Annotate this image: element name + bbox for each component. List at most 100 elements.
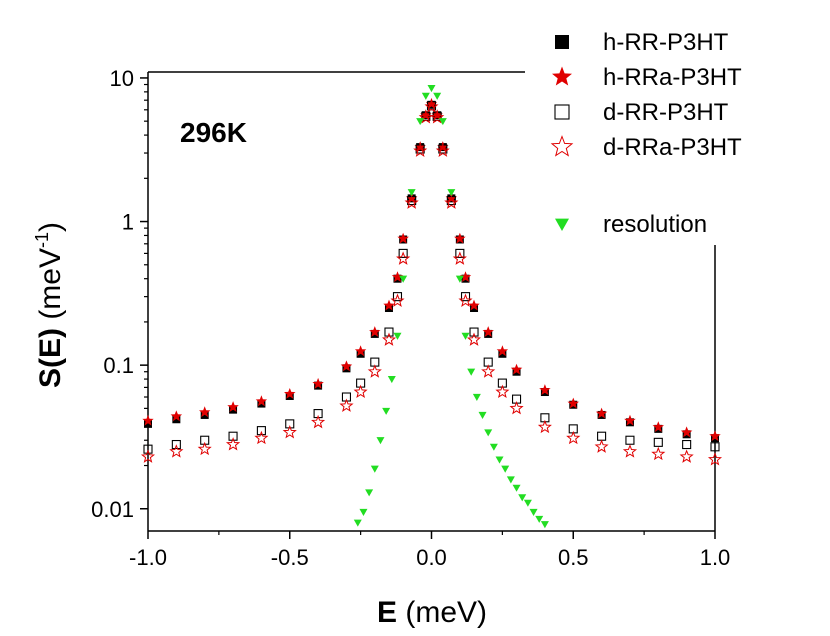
- data-point: [468, 299, 480, 311]
- data-point: [365, 489, 374, 497]
- data-point: [370, 465, 379, 473]
- axis-ticks: -1.0 -0.5 0.0 0.5 1.0 0.01 0.1 1 10: [91, 66, 730, 570]
- y-axis-title-symbol: S(E): [34, 328, 67, 388]
- data-point: [537, 419, 552, 434]
- data-point: [396, 251, 411, 265]
- data-point: [566, 430, 581, 445]
- data-point: [421, 92, 430, 100]
- y-axis-title-close: ): [34, 222, 67, 232]
- data-point: [594, 439, 609, 453]
- y-tick-label: 10: [110, 66, 134, 91]
- data-point: [472, 393, 481, 402]
- data-point: [142, 414, 154, 426]
- data-point: [397, 232, 409, 244]
- series-resolution: [353, 85, 549, 529]
- data-point: [509, 401, 524, 415]
- legend-markers: [550, 35, 574, 231]
- legend-marker-h-RR-P3HT: [555, 35, 569, 49]
- data-point: [140, 449, 156, 463]
- data-point: [225, 437, 241, 451]
- data-point: [312, 377, 324, 389]
- y-tick-label: 1: [122, 210, 134, 235]
- data-point: [340, 360, 353, 372]
- data-point: [172, 415, 181, 424]
- data-point: [709, 430, 721, 442]
- data-point: [652, 421, 664, 432]
- data-point: [427, 85, 436, 93]
- data-point: [510, 363, 523, 375]
- data-point: [625, 435, 635, 445]
- x-tick-label: -0.5: [271, 545, 309, 570]
- data-point: [539, 384, 551, 395]
- data-point: [284, 388, 296, 399]
- data-point: [707, 452, 723, 466]
- data-point: [454, 232, 466, 244]
- data-point: [433, 92, 442, 100]
- data-point: [398, 248, 408, 258]
- data-point: [496, 345, 509, 357]
- data-point: [144, 419, 152, 428]
- data-point: [459, 271, 472, 282]
- data-point: [710, 442, 720, 452]
- x-tick-label: 0.5: [558, 545, 589, 570]
- data-point: [458, 293, 473, 307]
- data-point: [171, 439, 181, 450]
- y-axis-title-unit: (meV: [34, 248, 67, 328]
- data-point: [354, 345, 367, 357]
- data-point: [390, 293, 405, 307]
- data-point: [369, 326, 381, 337]
- data-point: [461, 332, 470, 340]
- data-point: [407, 189, 416, 197]
- legend-label-h-rra: h-RRa-P3HT: [603, 64, 742, 91]
- x-axis-title-unit: (meV): [397, 596, 487, 629]
- legend-label-d-rr: d-RR-P3HT: [603, 99, 729, 126]
- data-point: [624, 414, 636, 426]
- data-point: [495, 456, 504, 464]
- data-point: [227, 401, 239, 412]
- legend-marker-d-RRa-P3HT: [550, 135, 574, 157]
- y-tick-label: 0.01: [91, 497, 134, 522]
- x-axis-title: E (meV): [377, 596, 487, 629]
- data-point: [478, 411, 487, 419]
- data-point: [481, 364, 496, 378]
- data-point: [339, 398, 354, 412]
- x-tick-label: 0.0: [416, 545, 447, 570]
- data-point: [200, 410, 209, 419]
- data-point: [452, 251, 467, 265]
- data-point: [438, 118, 447, 126]
- data-point: [376, 437, 385, 445]
- data-point: [359, 508, 368, 516]
- data-point: [435, 143, 450, 157]
- x-axis-title-symbol: E: [377, 596, 397, 629]
- data-point: [393, 332, 402, 340]
- data-point: [382, 332, 397, 346]
- data-point: [416, 118, 425, 126]
- data-point: [595, 407, 608, 419]
- data-point: [622, 444, 638, 458]
- data-point: [383, 299, 395, 311]
- data-point: [143, 444, 153, 454]
- data-point: [495, 384, 510, 399]
- temperature-annotation: 296K: [180, 117, 247, 148]
- data-point: [418, 110, 433, 124]
- data-point: [466, 332, 481, 346]
- data-point: [597, 431, 607, 441]
- data-point: [387, 375, 396, 384]
- data-point: [424, 99, 439, 113]
- data-point: [413, 143, 428, 157]
- data-point: [197, 441, 212, 456]
- data-point: [518, 494, 527, 502]
- legend: h-RR-P3HT h-RRa-P3HT d-RR-P3HT d-RRa-P3H…: [550, 29, 742, 238]
- data-point: [353, 384, 368, 399]
- data-point: [444, 195, 459, 209]
- data-point: [170, 410, 183, 422]
- x-tick-label: 1.0: [700, 545, 731, 570]
- series-d-RRa-P3HT: [140, 99, 723, 466]
- legend-label-d-rra: d-RRa-P3HT: [603, 134, 742, 161]
- data-point: [455, 248, 465, 258]
- data-point: [256, 426, 266, 436]
- data-point: [651, 446, 666, 461]
- legend-marker-h-RRa-P3HT: [552, 66, 572, 86]
- data-point: [392, 292, 403, 302]
